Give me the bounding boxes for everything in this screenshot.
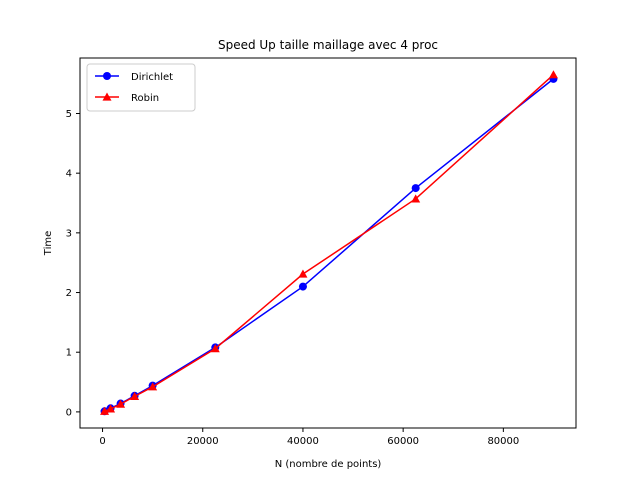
series-line-dirichlet (104, 78, 554, 412)
x-tick-label: 60000 (387, 436, 419, 447)
series-robin (100, 70, 558, 415)
legend-item-dirichlet: Dirichlet (95, 72, 173, 83)
legend-marker-dirichlet (103, 72, 111, 80)
x-axis: 0 20000 40000 60000 80000 (99, 428, 519, 447)
legend-label-robin: Robin (131, 93, 159, 104)
y-tick-label: 1 (66, 348, 72, 359)
axes-frame (79, 57, 577, 429)
y-axis-label: Time (43, 231, 54, 256)
x-axis-label: N (nombre de points) (275, 459, 382, 470)
series-dirichlet (100, 74, 558, 416)
data-point-dirichlet (298, 282, 307, 291)
y-tick-label: 3 (66, 228, 72, 239)
x-tick-label: 0 (99, 436, 105, 447)
x-tick-label: 80000 (487, 436, 519, 447)
y-axis: 0 1 2 3 4 5 (66, 109, 80, 418)
y-tick-label: 5 (66, 109, 72, 120)
data-point-robin (148, 382, 158, 391)
series-line-robin (104, 74, 554, 412)
legend: Dirichlet Robin (86, 63, 196, 112)
x-tick-label: 20000 (187, 436, 219, 447)
plot-area (100, 70, 558, 416)
legend-marker-robin (102, 92, 112, 101)
y-tick-label: 0 (66, 407, 72, 418)
data-point-robin (411, 194, 421, 203)
data-point-robin (548, 70, 558, 79)
data-point-robin (210, 344, 220, 353)
legend-item-robin: Robin (95, 92, 159, 104)
data-point-robin (116, 399, 126, 408)
data-point-dirichlet (411, 184, 420, 193)
y-tick-label: 4 (66, 169, 72, 180)
data-point-robin (298, 269, 308, 278)
data-point-robin (106, 404, 116, 413)
data-point-robin (130, 391, 140, 400)
y-tick-label: 2 (66, 288, 72, 299)
legend-label-dirichlet: Dirichlet (131, 72, 173, 83)
chart-title: Speed Up taille maillage avec 4 proc (218, 38, 438, 52)
x-tick-label: 40000 (287, 436, 319, 447)
data-point-robin (100, 406, 110, 415)
